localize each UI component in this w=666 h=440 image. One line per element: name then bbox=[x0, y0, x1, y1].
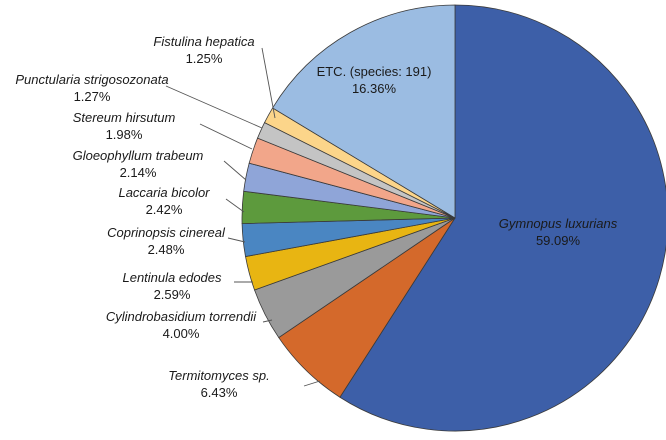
leader-line-laccaria-bicolor bbox=[225, 198, 245, 213]
slice-name-label: Coprinopsis cinereal bbox=[107, 225, 226, 240]
slice-label-gloeophyllum-trabeum: Gloeophyllum trabeum 2.14% bbox=[73, 148, 204, 180]
slice-name-label: Stereum hirsutum bbox=[73, 110, 176, 125]
leader-line-punctularia-strigosozonata bbox=[165, 85, 263, 129]
slice-name-label: Punctularia strigosozonata bbox=[15, 72, 168, 87]
slice-label-stereum-hirsutum: Stereum hirsutum 1.98% bbox=[73, 110, 176, 142]
slice-name-label: ETC. (species: 191) bbox=[317, 64, 432, 79]
pie-slices bbox=[241, 4, 666, 432]
slice-label-cylindrobasidium-torrendii: Cylindrobasidium torrendii 4.00% bbox=[106, 309, 257, 341]
slice-percent-label: 2.42% bbox=[146, 202, 183, 217]
slice-label-laccaria-bicolor: Laccaria bicolor 2.42% bbox=[118, 185, 210, 217]
pie-slice-gymnopus-luxurians bbox=[339, 4, 666, 432]
slice-name-label: Cylindrobasidium torrendii bbox=[106, 309, 257, 324]
slice-label-fistulina-hepatica: Fistulina hepatica 1.25% bbox=[153, 34, 254, 66]
slice-percent-label: 59.09% bbox=[536, 233, 581, 248]
slice-label-gymnopus-luxurians: Gymnopus luxurians 59.09% bbox=[499, 216, 618, 248]
leader-line-coprinopsis-cinereal bbox=[227, 237, 246, 243]
leader-line-stereum-hirsutum bbox=[199, 123, 253, 150]
slice-name-label: Gymnopus luxurians bbox=[499, 216, 618, 231]
slice-name-label: Fistulina hepatica bbox=[153, 34, 254, 49]
slice-percent-label: 2.48% bbox=[148, 242, 185, 257]
slice-percent-label: 1.27% bbox=[74, 89, 111, 104]
slice-percent-label: 1.25% bbox=[186, 51, 223, 66]
slice-percent-label: 2.14% bbox=[120, 165, 157, 180]
leader-line-gloeophyllum-trabeum bbox=[223, 160, 247, 181]
slice-name-label: Gloeophyllum trabeum bbox=[73, 148, 204, 163]
slice-label-coprinopsis-cinereal: Coprinopsis cinereal 2.48% bbox=[107, 225, 226, 257]
pie-slice-etc-species-191 bbox=[272, 4, 456, 219]
slice-label-lentinula-edodes: Lentinula edodes 2.59% bbox=[122, 270, 222, 302]
slice-label-etc-species-191: ETC. (species: 191) 16.36% bbox=[317, 64, 432, 96]
slice-labels: Gymnopus luxurians 59.09% Termitomyces sp.… bbox=[15, 34, 617, 400]
leader-lines bbox=[165, 47, 321, 387]
slice-percent-label: 2.59% bbox=[154, 287, 191, 302]
leader-line-cylindrobasidium-torrendii bbox=[262, 319, 273, 323]
slice-label-punctularia-strigosozonata: Punctularia strigosozonata 1.27% bbox=[15, 72, 168, 104]
slice-percent-label: 1.98% bbox=[106, 127, 143, 142]
slice-name-label: Lentinula edodes bbox=[122, 270, 222, 285]
slice-percent-label: 6.43% bbox=[201, 385, 238, 400]
slice-percent-label: 16.36% bbox=[352, 81, 397, 96]
slice-label-termitomyces-sp: Termitomyces sp. 6.43% bbox=[168, 368, 269, 400]
slice-name-label: Termitomyces sp. bbox=[168, 368, 269, 383]
slice-percent-label: 4.00% bbox=[163, 326, 200, 341]
leader-line-fistulina-hepatica bbox=[261, 47, 276, 119]
leader-line-termitomyces-sp bbox=[303, 380, 321, 387]
slice-name-label: Laccaria bicolor bbox=[118, 185, 210, 200]
